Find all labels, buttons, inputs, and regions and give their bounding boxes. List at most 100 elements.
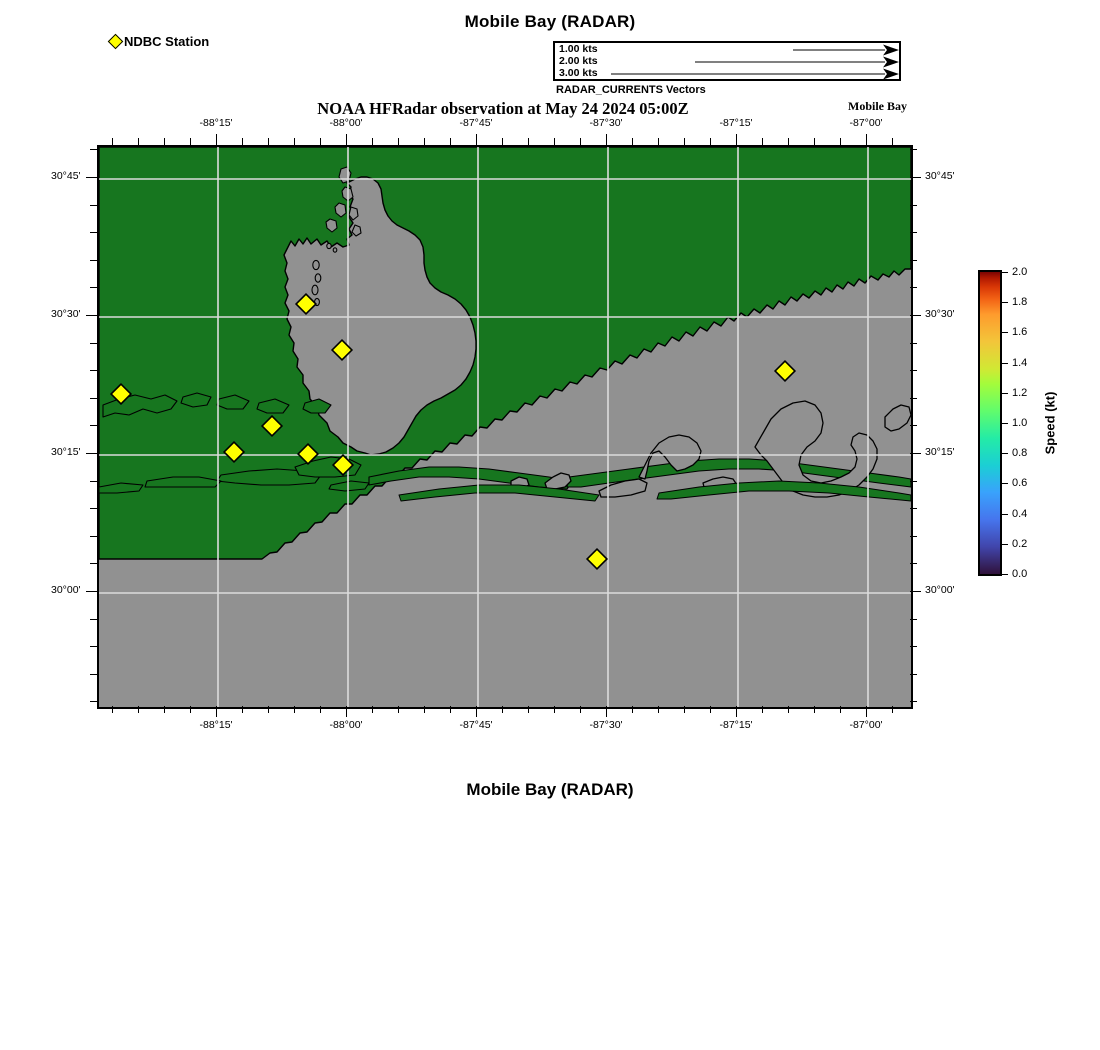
colorbar-tick-label: 2.0 [1012, 266, 1028, 278]
x-major-tick [606, 134, 607, 145]
colorbar-tick-label: 1.4 [1012, 356, 1028, 369]
y-minor-tick [90, 232, 97, 234]
x-major-tick-bottom [736, 706, 737, 717]
colorbar-tick-label: 0.4 [1012, 507, 1028, 520]
y-minor-tick-right [910, 480, 917, 482]
x-axis-label-bottom: -87°45' [459, 719, 493, 731]
vector-scale-row: 3.00 kts [555, 67, 899, 80]
y-axis-label-right: 30°00' [925, 584, 955, 596]
y-minor-tick [90, 259, 97, 261]
x-minor-tick [268, 138, 269, 145]
x-minor-tick [710, 138, 711, 145]
colorbar-tick [1002, 574, 1008, 575]
x-minor-tick [190, 138, 191, 145]
y-minor-tick-right [910, 563, 917, 565]
x-minor-tick-bottom [892, 706, 893, 713]
x-axis-label-bottom: -88°00' [329, 719, 363, 731]
x-axis-label: -88°00' [329, 117, 363, 129]
x-axis-label: -87°15' [719, 117, 753, 129]
colorbar-tick [1002, 362, 1008, 364]
x-axis-label: -87°45' [459, 117, 493, 129]
y-minor-tick-right [910, 149, 917, 151]
y-minor-tick [90, 425, 97, 427]
y-major-tick [86, 177, 97, 178]
ndbc-station-legend-label: NDBC Station [124, 34, 210, 49]
colorbar-tick [1002, 392, 1008, 394]
x-minor-tick-bottom [814, 706, 815, 713]
colorbar-tick-label: 0.0 [1012, 568, 1028, 580]
y-major-tick-right [910, 591, 921, 592]
ndbc-station-marker [773, 359, 797, 383]
x-minor-tick-bottom [372, 706, 373, 713]
y-minor-tick-right [910, 259, 917, 261]
x-axis-label-bottom: -88°15' [199, 719, 233, 731]
y-axis-label-right: 30°45' [925, 170, 955, 182]
colorbar-tick-label: 1.8 [1012, 296, 1028, 309]
y-minor-tick-right [910, 232, 917, 234]
x-minor-tick-bottom [112, 706, 113, 713]
x-minor-tick-bottom [632, 706, 633, 713]
x-axis-label: -87°30' [589, 117, 623, 129]
y-minor-tick [90, 646, 97, 648]
x-minor-tick [450, 138, 451, 145]
y-minor-tick-right [910, 287, 917, 289]
y-minor-tick-right [910, 370, 917, 372]
colorbar-tick [1002, 483, 1008, 485]
ndbc-station-markers [109, 292, 797, 571]
x-minor-tick [138, 138, 139, 145]
ndbc-station-marker [260, 414, 284, 438]
observation-title: NOAA HFRadar observation at May 24 2024 … [317, 99, 689, 118]
y-minor-tick [90, 287, 97, 289]
colorbar-tick [1002, 453, 1008, 455]
x-minor-tick-bottom [710, 706, 711, 713]
y-minor-tick [90, 149, 97, 151]
ndbc-station-marker [109, 382, 133, 406]
vector-scale-legend: 1.00 kts 2.00 kts 3.00 kts [553, 41, 901, 81]
ndbc-station-marker [222, 440, 246, 464]
x-minor-tick-bottom [190, 706, 191, 713]
x-minor-tick [840, 138, 841, 145]
ndbc-station-marker [296, 442, 320, 466]
y-minor-tick [90, 618, 97, 620]
x-minor-tick-bottom [788, 706, 789, 713]
y-minor-tick-right [910, 618, 917, 620]
colorbar-tick [1002, 272, 1008, 273]
page-title: Mobile Bay (RADAR) [464, 12, 636, 31]
y-minor-tick [90, 480, 97, 482]
x-minor-tick-bottom [268, 706, 269, 713]
x-minor-tick-bottom [658, 706, 659, 713]
y-axis-label: 30°00' [51, 584, 81, 596]
x-minor-tick [762, 138, 763, 145]
x-minor-tick-bottom [398, 706, 399, 713]
x-minor-tick [320, 138, 321, 145]
vector-scale-label: 1.00 kts [559, 43, 598, 55]
y-minor-tick [90, 370, 97, 372]
colorbar-tick-label: 0.6 [1012, 477, 1028, 490]
x-minor-tick-bottom [138, 706, 139, 713]
x-axis-label: -88°15' [199, 117, 233, 129]
vector-legend-caption: RADAR_CURRENTS Vectors [556, 84, 706, 96]
ndbc-station-marker [330, 338, 354, 362]
x-minor-tick [112, 138, 113, 145]
x-axis-label-bottom: -87°30' [589, 719, 623, 731]
vector-scale-row: 2.00 kts [555, 55, 899, 68]
x-minor-tick-bottom [684, 706, 685, 713]
map-canvas [99, 147, 911, 707]
colorbar-tick-label: 1.2 [1012, 386, 1028, 399]
y-minor-tick [90, 535, 97, 537]
x-minor-tick [554, 138, 555, 145]
colorbar-tick-label: 1.0 [1012, 417, 1028, 429]
y-minor-tick [90, 342, 97, 344]
x-major-tick-bottom [216, 706, 217, 717]
colorbar-tick [1002, 513, 1008, 515]
x-minor-tick-bottom [450, 706, 451, 713]
x-minor-tick-bottom [580, 706, 581, 713]
x-minor-tick [684, 138, 685, 145]
x-minor-tick [658, 138, 659, 145]
x-major-tick [476, 134, 477, 145]
ndbc-station-legend: NDBC Station [107, 33, 210, 50]
colorbar-tick [1002, 423, 1008, 424]
colorbar-gradient [978, 270, 1002, 576]
map-plot-area[interactable] [97, 145, 913, 709]
